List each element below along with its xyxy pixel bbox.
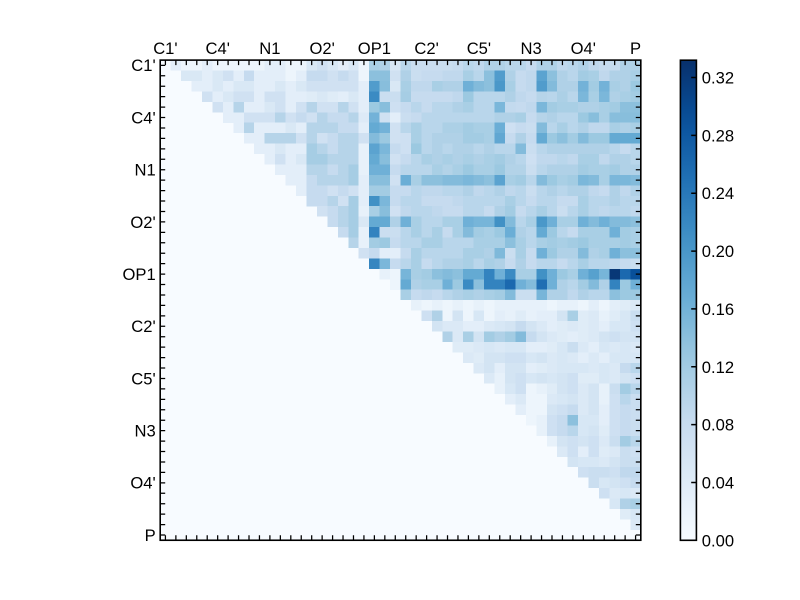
svg-text:C4': C4' bbox=[206, 39, 230, 58]
svg-text:O2': O2' bbox=[130, 213, 155, 232]
svg-text:N3: N3 bbox=[134, 422, 155, 441]
svg-text:OP1: OP1 bbox=[358, 39, 391, 58]
svg-text:0.20: 0.20 bbox=[702, 242, 734, 261]
svg-text:0.16: 0.16 bbox=[702, 300, 734, 319]
svg-text:N1: N1 bbox=[259, 39, 280, 58]
svg-text:C2': C2' bbox=[414, 39, 438, 58]
svg-text:0.04: 0.04 bbox=[702, 473, 734, 492]
svg-text:C1': C1' bbox=[153, 39, 177, 58]
svg-text:C5': C5' bbox=[131, 369, 155, 388]
svg-text:N3: N3 bbox=[520, 39, 541, 58]
svg-text:P: P bbox=[630, 39, 641, 58]
svg-text:P: P bbox=[145, 526, 156, 545]
svg-text:O2': O2' bbox=[309, 39, 334, 58]
svg-text:C2': C2' bbox=[131, 317, 155, 336]
svg-text:C5': C5' bbox=[467, 39, 491, 58]
svg-text:0.00: 0.00 bbox=[702, 531, 734, 550]
svg-text:0.08: 0.08 bbox=[702, 416, 734, 435]
svg-text:0.12: 0.12 bbox=[702, 358, 734, 377]
svg-text:0.28: 0.28 bbox=[702, 126, 734, 145]
svg-text:OP1: OP1 bbox=[122, 265, 155, 284]
svg-text:0.32: 0.32 bbox=[702, 69, 734, 88]
svg-text:0.24: 0.24 bbox=[702, 184, 734, 203]
svg-text:O4': O4' bbox=[130, 474, 155, 493]
svg-text:C4': C4' bbox=[131, 108, 155, 127]
svg-text:O4': O4' bbox=[571, 39, 596, 58]
svg-text:C1': C1' bbox=[131, 56, 155, 75]
svg-text:N1: N1 bbox=[134, 161, 155, 180]
